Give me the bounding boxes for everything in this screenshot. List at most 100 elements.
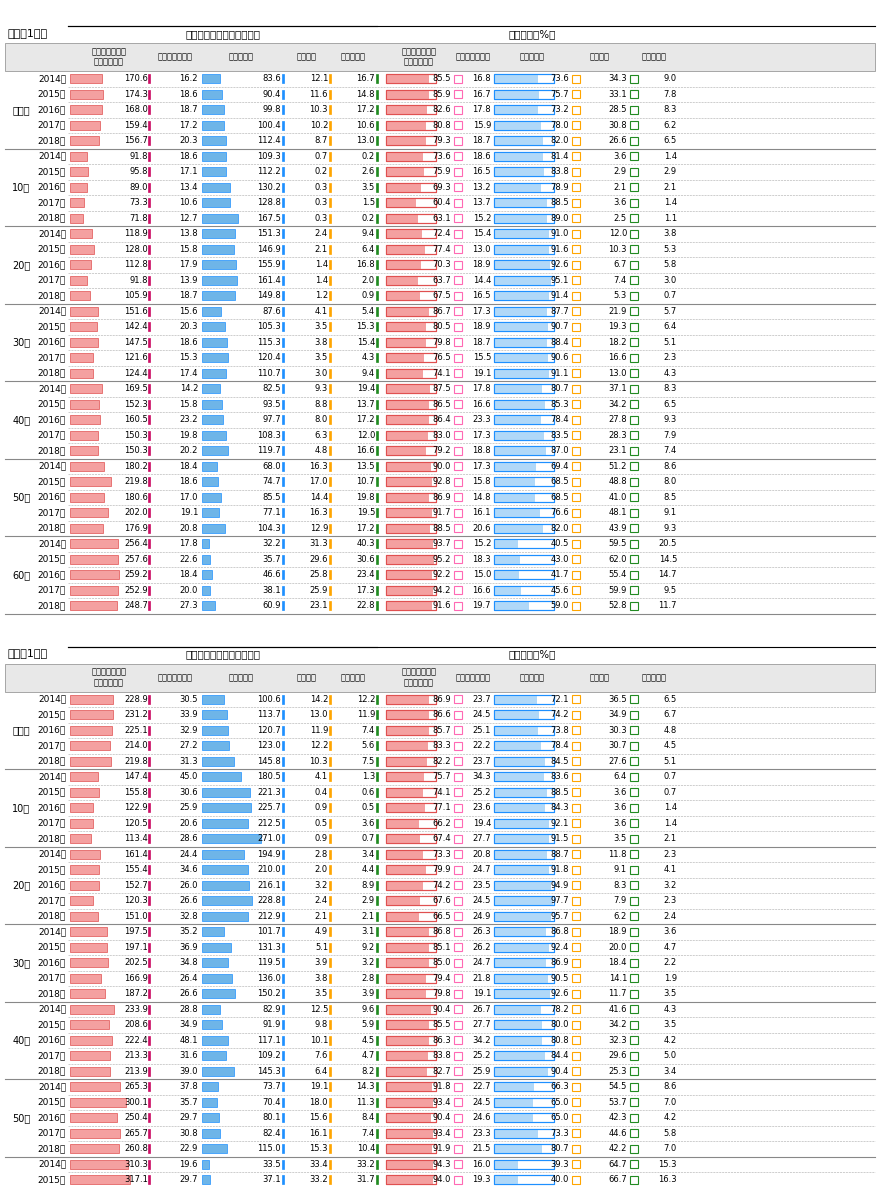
Bar xyxy=(376,168,378,176)
Bar xyxy=(454,152,462,160)
Bar xyxy=(202,555,209,563)
Bar xyxy=(630,943,638,952)
Text: 19.1: 19.1 xyxy=(310,1082,328,1092)
Bar xyxy=(494,803,554,813)
Text: 10.4: 10.4 xyxy=(356,1144,375,1154)
Text: 142.4: 142.4 xyxy=(124,322,148,331)
Bar xyxy=(572,168,580,176)
Text: 10.2: 10.2 xyxy=(310,121,328,129)
Bar xyxy=(329,834,331,843)
Text: 6.5: 6.5 xyxy=(664,695,677,703)
Bar xyxy=(386,137,426,145)
Text: 2015年: 2015年 xyxy=(38,943,66,952)
Bar xyxy=(454,1036,462,1044)
Bar xyxy=(202,121,224,129)
Bar xyxy=(5,567,875,582)
Text: 4.8: 4.8 xyxy=(664,726,677,734)
Text: 27.8: 27.8 xyxy=(608,416,627,424)
Bar xyxy=(5,1110,875,1125)
Text: 18.9: 18.9 xyxy=(608,928,627,936)
Bar xyxy=(454,897,462,904)
Bar xyxy=(454,106,462,114)
Bar xyxy=(5,210,875,226)
Bar xyxy=(386,834,420,843)
Bar xyxy=(386,260,436,268)
Text: 22.7: 22.7 xyxy=(473,1082,491,1092)
Text: 8.3: 8.3 xyxy=(664,384,677,393)
Text: 20.8: 20.8 xyxy=(473,849,491,859)
Bar xyxy=(202,493,221,501)
Text: 156.7: 156.7 xyxy=(124,137,148,145)
Bar xyxy=(282,1082,284,1091)
Bar xyxy=(329,974,331,982)
Text: 3.5: 3.5 xyxy=(664,1020,677,1029)
Bar xyxy=(282,229,284,238)
Bar xyxy=(572,990,580,998)
Text: 2016年: 2016年 xyxy=(38,260,66,270)
Bar xyxy=(70,152,87,160)
Bar xyxy=(282,1113,284,1121)
Bar xyxy=(386,1020,436,1029)
Bar xyxy=(70,726,113,734)
Bar xyxy=(282,695,284,703)
Text: 18.7: 18.7 xyxy=(180,291,198,301)
Bar xyxy=(454,168,462,176)
Text: 2018年: 2018年 xyxy=(38,1144,66,1154)
Bar xyxy=(5,443,875,459)
Bar xyxy=(386,400,436,409)
Bar xyxy=(572,851,580,858)
Text: 2018年: 2018年 xyxy=(38,137,66,145)
Bar xyxy=(386,757,436,765)
Text: 155.4: 155.4 xyxy=(124,865,148,874)
Bar xyxy=(5,1094,875,1110)
Text: 109.3: 109.3 xyxy=(257,152,281,160)
Text: 79.9: 79.9 xyxy=(432,865,451,874)
Text: 85.0: 85.0 xyxy=(432,959,451,967)
Text: 20.2: 20.2 xyxy=(180,447,198,455)
Text: 161.4: 161.4 xyxy=(257,276,281,285)
Bar xyxy=(5,1173,875,1188)
Bar xyxy=(329,385,331,393)
Text: ネット利用: ネット利用 xyxy=(229,672,254,682)
Text: テレビ（リアル
タイム）視聴: テレビ（リアル タイム）視聴 xyxy=(401,668,436,687)
Text: 214.0: 214.0 xyxy=(124,741,148,751)
Bar xyxy=(5,489,875,505)
Text: 27.2: 27.2 xyxy=(180,741,198,751)
Bar xyxy=(494,1159,517,1169)
Text: 100.6: 100.6 xyxy=(257,695,281,703)
Bar xyxy=(148,276,150,284)
Bar xyxy=(572,866,580,873)
Text: 78.9: 78.9 xyxy=(550,183,569,191)
Text: 5.9: 5.9 xyxy=(362,1020,375,1029)
Bar xyxy=(386,539,436,548)
Text: 2.1: 2.1 xyxy=(664,183,677,191)
Text: 12.5: 12.5 xyxy=(310,1005,328,1013)
Bar xyxy=(70,183,87,191)
Text: 40代: 40代 xyxy=(12,415,31,425)
Bar xyxy=(202,75,220,83)
Text: 2.4: 2.4 xyxy=(315,229,328,239)
Bar xyxy=(329,1113,331,1121)
Text: 74.7: 74.7 xyxy=(262,478,281,486)
Text: 0.9: 0.9 xyxy=(315,803,328,813)
Text: 95.1: 95.1 xyxy=(551,276,569,285)
Text: 22.8: 22.8 xyxy=(356,601,375,611)
Bar xyxy=(494,959,546,967)
Bar xyxy=(202,1175,210,1184)
Text: 2016年: 2016年 xyxy=(38,493,66,501)
Text: 77.1: 77.1 xyxy=(432,803,451,813)
Bar xyxy=(386,881,423,890)
Bar xyxy=(5,847,875,862)
Bar xyxy=(148,1020,150,1029)
Bar xyxy=(572,508,580,517)
Bar xyxy=(148,168,150,176)
Text: 90.4: 90.4 xyxy=(551,1067,569,1076)
Text: 6.7: 6.7 xyxy=(664,710,677,719)
Bar xyxy=(494,90,554,99)
Bar xyxy=(572,339,580,346)
Text: 3.5: 3.5 xyxy=(315,353,328,362)
Bar xyxy=(386,819,436,828)
Bar xyxy=(329,710,331,719)
Text: 84.3: 84.3 xyxy=(550,803,569,813)
Text: 86.9: 86.9 xyxy=(432,695,451,703)
